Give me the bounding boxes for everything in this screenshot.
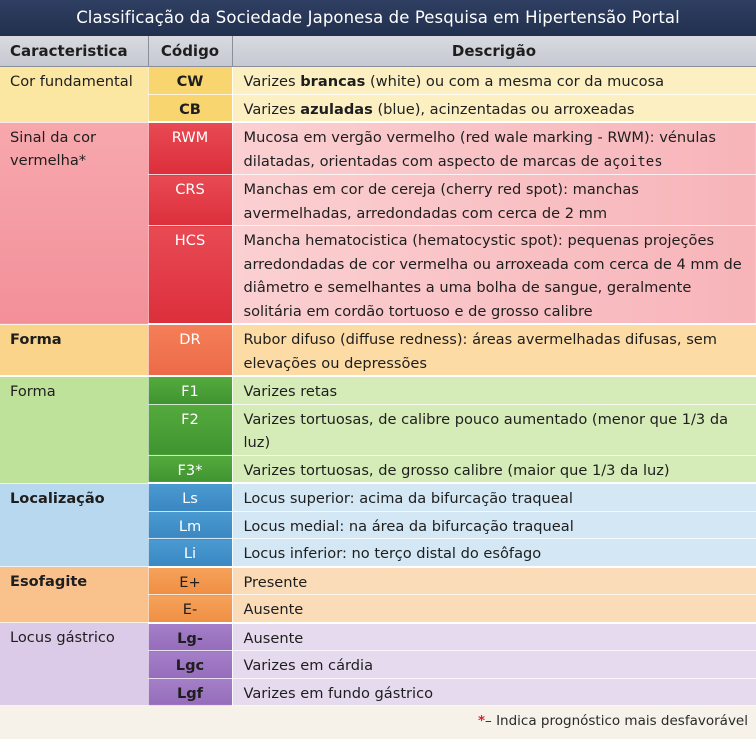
code-cell: Lm [148, 511, 233, 539]
table-row: HCS Mancha hematocistica (hematocystic s… [0, 225, 756, 325]
category-forma-dr: Forma [0, 324, 149, 377]
table-row: Li Locus inferior: no terço distal do es… [0, 538, 756, 568]
table-title: Classificação da Sociedade Japonesa de P… [0, 0, 756, 36]
table-row: Forma F1 Varizes retas [0, 376, 756, 484]
description-cell: Mucosa em vergão vermelho (red wale mark… [232, 122, 756, 175]
footnote: *– Indica prognóstico mais desfavorável [478, 713, 748, 729]
description-cell: Manchas em cor de cereja (cherry red spo… [232, 174, 756, 226]
description-cell: Varizes azuladas (blue), acinzentadas ou… [232, 94, 756, 123]
category-locus-gastrico: Locus gástrico [0, 622, 149, 706]
code-cell: E+ [148, 566, 233, 595]
description-cell: Varizes retas [232, 376, 756, 405]
description-cell: Varizes brancas (white) ou com a mesma c… [232, 66, 756, 95]
description-cell: Ausente [232, 622, 756, 651]
table-row: F3* Varizes tortuosas, de grosso calibre… [0, 455, 756, 484]
category-forma: Forma [0, 376, 149, 484]
code-cell: F2 [148, 404, 233, 456]
description-cell: Presente [232, 566, 756, 595]
code-cell: Li [148, 538, 233, 568]
table-row: Lgc Varizes em cárdia [0, 650, 756, 679]
category-cor-fundamental: Cor fundamental [0, 66, 149, 123]
code-cell: DR [148, 324, 233, 377]
description-cell: Ausente [232, 594, 756, 624]
table-row: Esofagite E+ Presente [0, 566, 756, 623]
code-cell: Lgf [148, 678, 233, 706]
footnote-text: – Indica prognóstico mais desfavorável [485, 713, 748, 729]
table-row: CRS Manchas em cor de cereja (cherry red… [0, 174, 756, 226]
description-cell: Mancha hematocistica (hematocystic spot)… [232, 225, 756, 325]
header-code: Código [148, 36, 233, 67]
header-row: Caracteristica Código Descrigão [0, 36, 756, 67]
description-cell: Locus medial: na área da bifurcação traq… [232, 511, 756, 539]
category-esofagite: Esofagite [0, 566, 149, 623]
code-cell: HCS [148, 225, 233, 325]
code-cell: F3* [148, 455, 233, 484]
table-row: Localização Ls Locus superior: acima da … [0, 483, 756, 567]
code-cell: Lg- [148, 622, 233, 651]
category-sinal-cor-vermelha: Sinal da cor vermelha* [0, 122, 149, 325]
classification-table: Caracteristica Código Descrigão Cor fund… [0, 36, 756, 706]
code-cell: CW [148, 66, 233, 95]
description-cell: Varizes em cárdia [232, 650, 756, 679]
table-row: F2 Varizes tortuosas, de calibre pouco a… [0, 404, 756, 456]
header-description: Descrigão [232, 36, 756, 67]
category-localizacao: Localização [0, 483, 149, 567]
table-row: Cor fundamental CW Varizes brancas (whit… [0, 66, 756, 123]
header-characteristic: Caracteristica [0, 36, 149, 67]
table-row: CB Varizes azuladas (blue), acinzentadas… [0, 94, 756, 123]
table-row: Sinal da cor vermelha* RWM Mucosa em ver… [0, 122, 756, 325]
code-cell: CB [148, 94, 233, 123]
description-cell: Rubor difuso (diffuse redness): áreas av… [232, 324, 756, 377]
description-cell: Locus inferior: no terço distal do esôfa… [232, 538, 756, 568]
table-row: Forma DR Rubor difuso (diffuse redness):… [0, 324, 756, 377]
code-cell: RWM [148, 122, 233, 175]
footnote-marker: * [477, 713, 486, 729]
code-cell: CRS [148, 174, 233, 226]
description-cell: Varizes tortuosas, de calibre pouco aume… [232, 404, 756, 456]
table-row: Locus gástrico Lg- Ausente [0, 622, 756, 706]
description-cell: Varizes em fundo gástrico [232, 678, 756, 706]
description-cell: Locus superior: acima da bifurcação traq… [232, 483, 756, 512]
table-row: Lm Locus medial: na área da bifurcação t… [0, 511, 756, 539]
code-cell: Ls [148, 483, 233, 512]
code-cell: E- [148, 594, 233, 624]
description-cell: Varizes tortuosas, de grosso calibre (ma… [232, 455, 756, 484]
code-cell: Lgc [148, 650, 233, 679]
table-row: Lgf Varizes em fundo gástrico [0, 678, 756, 706]
table-row: E- Ausente [0, 594, 756, 624]
code-cell: F1 [148, 376, 233, 405]
